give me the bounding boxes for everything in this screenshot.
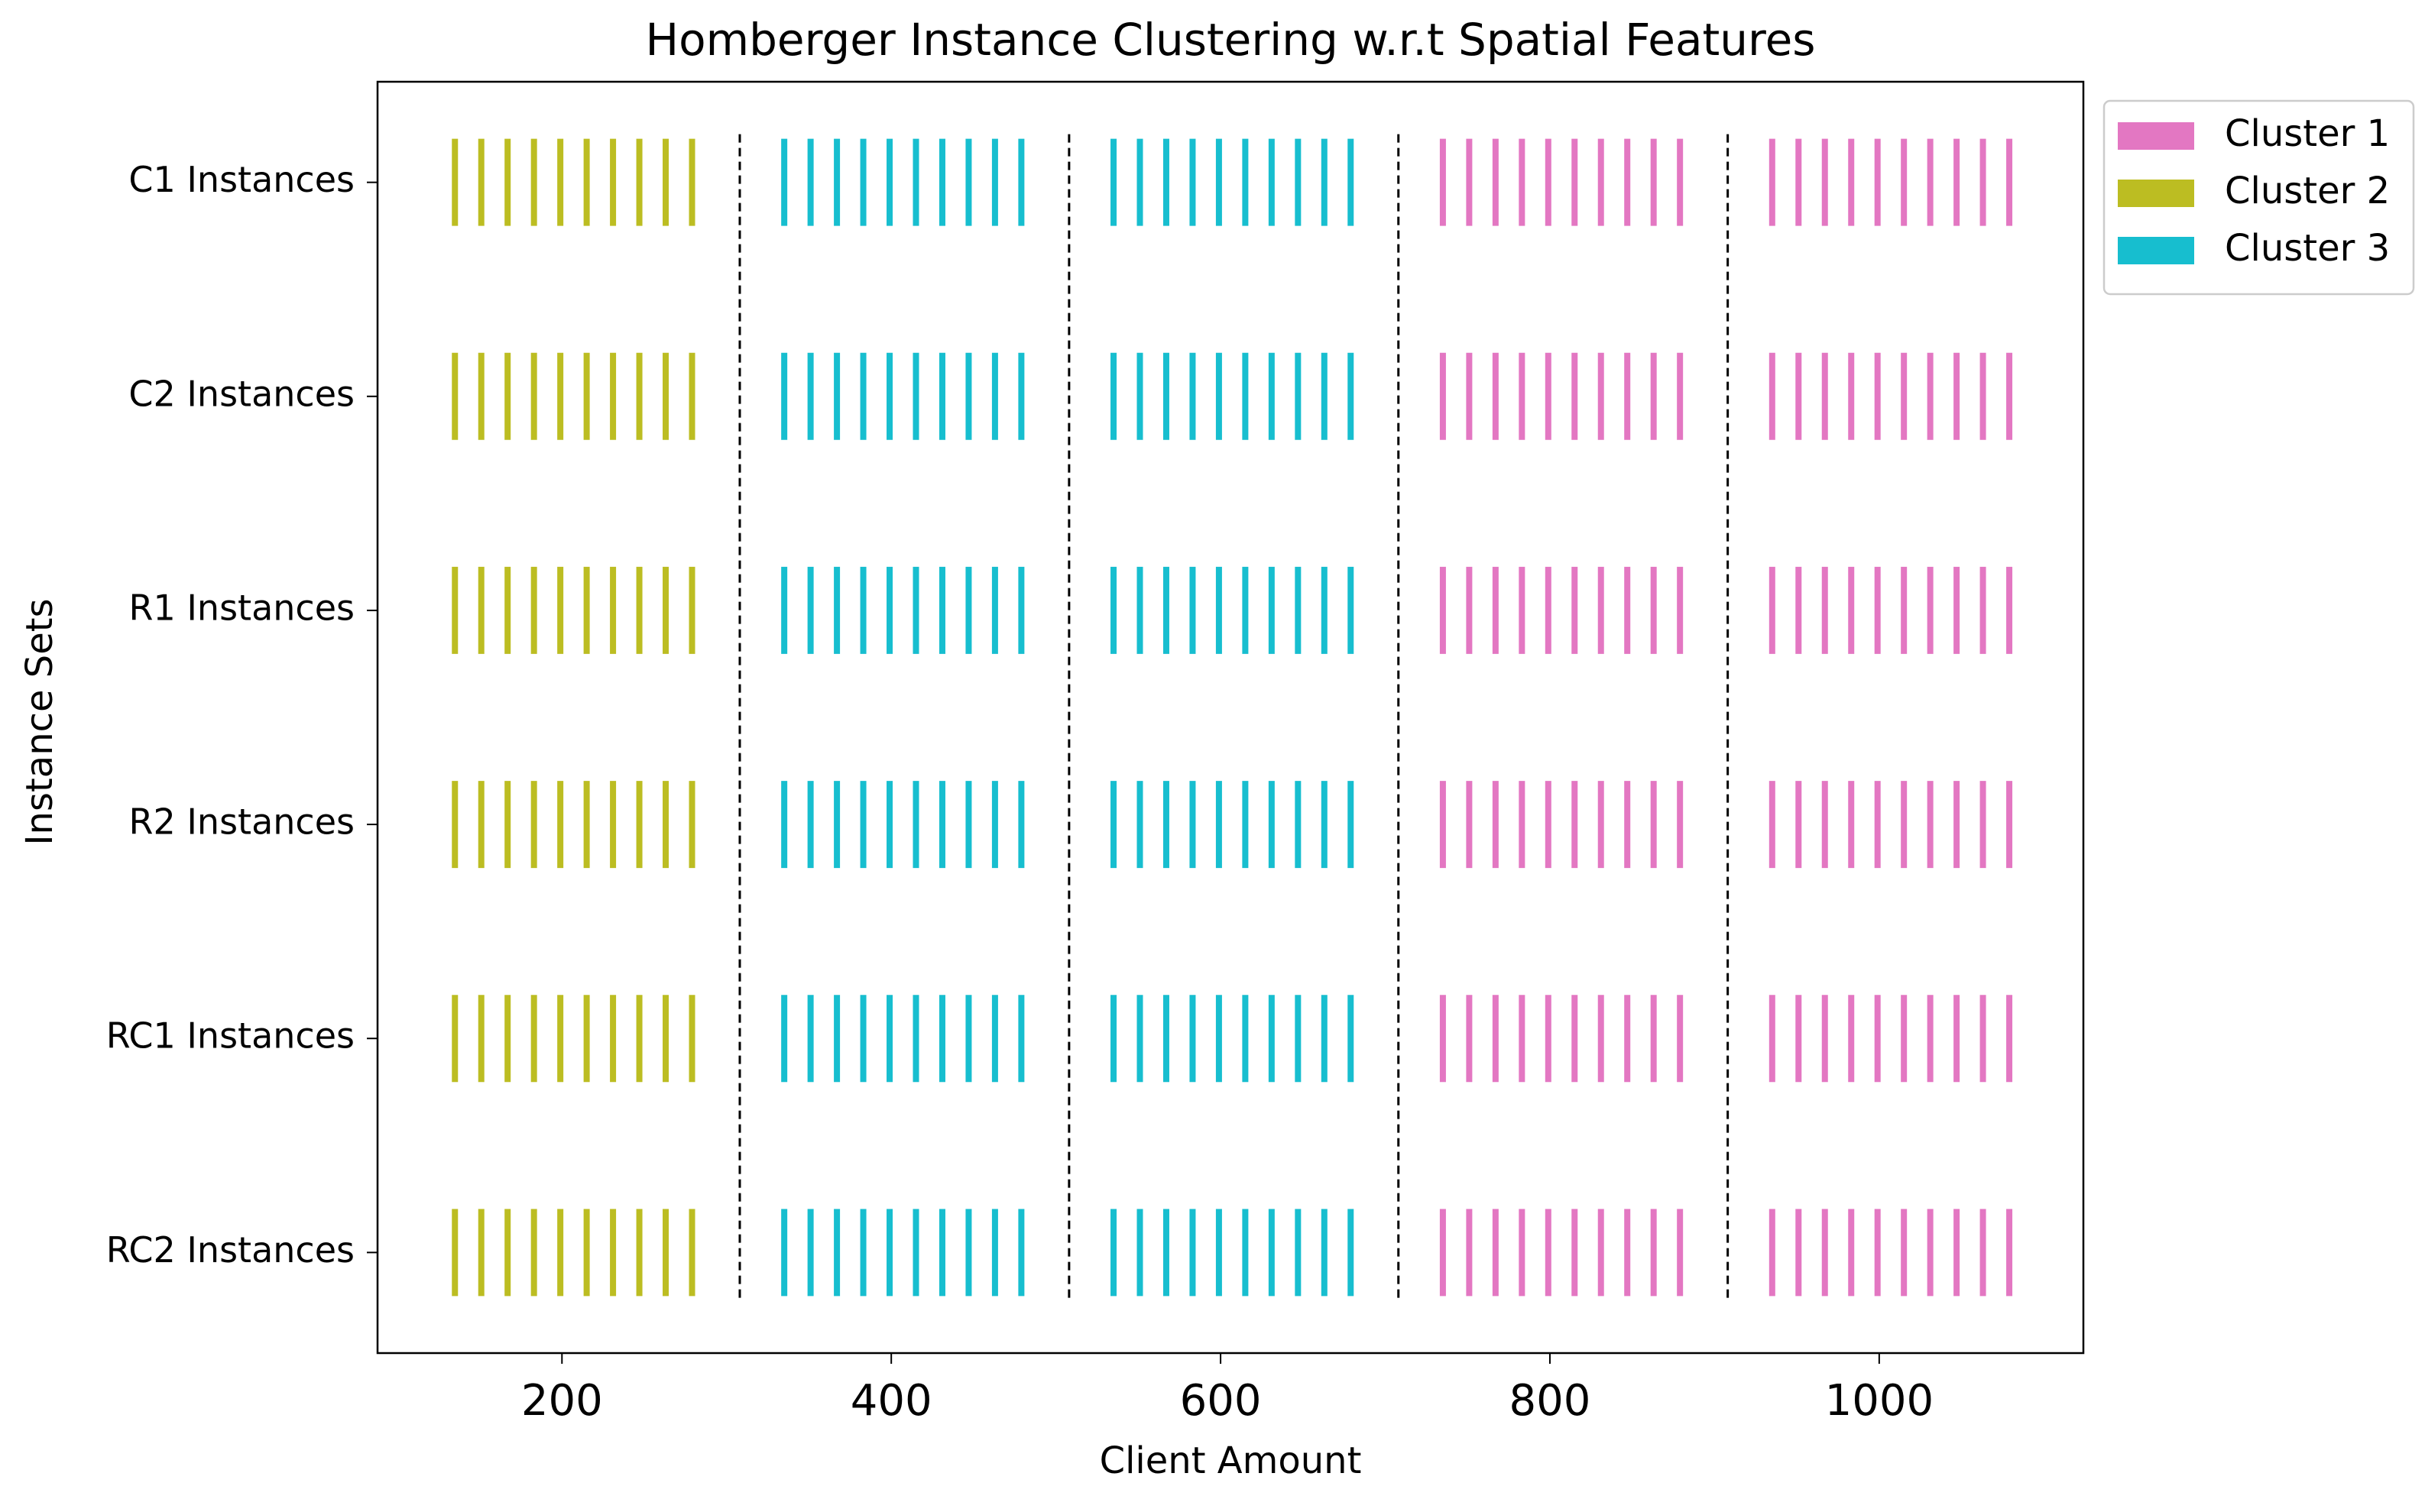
legend-label: Cluster 3: [2225, 227, 2390, 270]
y-tick-label: C1 Instances: [128, 159, 355, 200]
legend-swatch: [2118, 237, 2194, 264]
y-tick-label: RC2 Instances: [106, 1229, 355, 1271]
legend-swatch: [2118, 122, 2194, 150]
plot-frame: [376, 80, 2085, 1355]
y-tick-label: RC1 Instances: [106, 1015, 355, 1057]
y-tick-label: C2 Instances: [128, 373, 355, 414]
y-tick-label: R2 Instances: [129, 801, 355, 843]
x-tick-label: 800: [1509, 1376, 1591, 1426]
x-tick-label: 200: [521, 1376, 603, 1426]
chart-title: Homberger Instance Clustering w.r.t Spat…: [645, 14, 1815, 66]
legend-swatch: [2118, 180, 2194, 207]
y-tick-label: R1 Instances: [129, 587, 355, 628]
y-axis-label: Instance Sets: [18, 598, 61, 845]
x-tick-label: 600: [1180, 1376, 1262, 1426]
legend-label: Cluster 2: [2225, 170, 2390, 212]
x-axis-label: Client Amount: [1100, 1439, 1362, 1482]
legend-label: Cluster 1: [2225, 112, 2390, 155]
x-tick-label: 400: [851, 1376, 932, 1426]
x-tick-label: 1000: [1825, 1376, 1934, 1426]
